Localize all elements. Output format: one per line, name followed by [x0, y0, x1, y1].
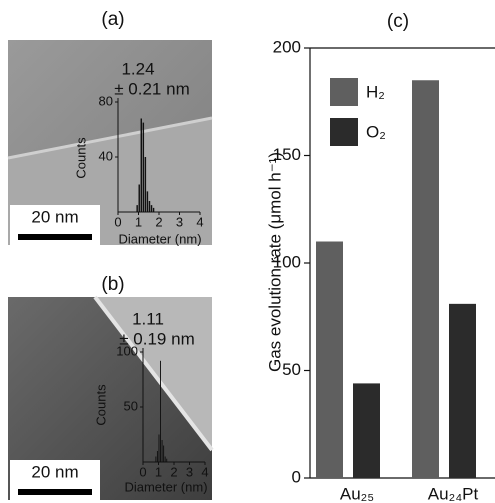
histogram-bar: [145, 157, 146, 212]
histogram-bar: [153, 208, 154, 212]
legend-label: O₂: [366, 122, 386, 141]
x-tick-label: 4: [196, 214, 203, 229]
histogram-bar: [136, 205, 137, 212]
x-tick-label: Au₂₄Pt: [428, 484, 479, 503]
histogram-bar: [139, 185, 140, 213]
bar: [449, 304, 476, 478]
y-axis-label: Counts: [73, 137, 88, 179]
size-annotation: ± 0.21 nm: [114, 79, 189, 98]
y-tick-label: 50: [282, 360, 301, 379]
y-tick-label: 200: [273, 37, 301, 56]
panel-label: (a): [101, 9, 124, 30]
x-tick-label: 4: [201, 464, 208, 479]
x-tick-label: 2: [170, 464, 177, 479]
y-tick-label: 0: [292, 467, 301, 486]
x-tick-label: 1: [135, 214, 142, 229]
histogram-bar: [159, 435, 160, 463]
x-tick-label: 0: [139, 464, 146, 479]
y-axis-label: Gas evolution rate (μmol h⁻¹): [265, 152, 284, 372]
size-annotation: 1.24: [121, 59, 154, 78]
size-annotation: 1.11: [132, 309, 164, 328]
histogram-bar: [149, 201, 150, 212]
scale-bar-label: 20 nm: [31, 462, 78, 481]
histogram-bar: [147, 191, 148, 212]
histogram-bar: [163, 446, 164, 463]
histogram-bar: [162, 440, 163, 462]
y-tick-label: 80: [99, 93, 113, 108]
y-axis-label: Counts: [93, 384, 108, 426]
histogram-bar: [151, 205, 152, 212]
histogram-bar: [157, 451, 158, 462]
y-tick-label: 50: [124, 398, 138, 413]
legend-swatch: [330, 78, 358, 106]
x-tick-label: 2: [155, 214, 162, 229]
bar: [412, 80, 439, 478]
legend-label: H₂: [366, 82, 385, 101]
figure: (a)1.24± 0.21 nm20 nm012344080Diameter (…: [0, 0, 495, 503]
histogram-bar: [155, 457, 156, 463]
x-tick-label: Au₂₅: [340, 484, 374, 503]
x-axis-label: Diameter (nm): [124, 479, 207, 494]
x-tick-label: 1: [155, 464, 162, 479]
panel-label: (c): [387, 11, 409, 32]
x-tick-label: 0: [114, 214, 121, 229]
panel-label: (b): [101, 274, 124, 295]
histogram-bar: [165, 457, 166, 463]
y-tick-label: 40: [99, 148, 113, 163]
x-axis-label: Diameter (nm): [118, 231, 201, 246]
scale-bar-label: 20 nm: [31, 207, 78, 226]
histogram-bar: [141, 119, 142, 213]
y-tick-label: 100: [116, 343, 138, 358]
bar: [353, 383, 380, 478]
histogram-bar: [166, 459, 167, 462]
legend-swatch: [330, 118, 358, 146]
histogram-bar: [160, 361, 161, 462]
x-tick-label: 3: [176, 214, 183, 229]
bar: [316, 242, 343, 479]
histogram-bar: [143, 123, 144, 212]
x-tick-label: 3: [186, 464, 193, 479]
